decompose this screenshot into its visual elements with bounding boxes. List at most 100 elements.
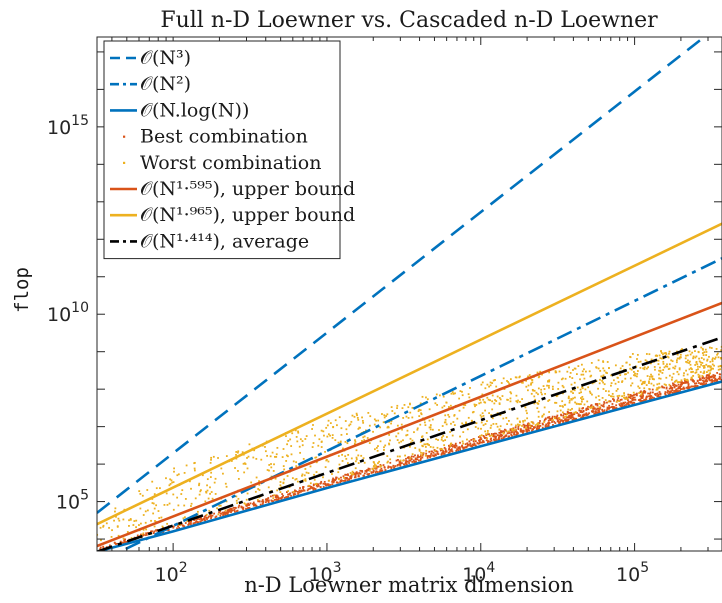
scatter-point — [506, 432, 509, 435]
scatter-point — [666, 365, 669, 368]
scatter-point — [326, 435, 329, 438]
scatter-point — [402, 417, 405, 419]
scatter-point — [152, 532, 155, 535]
scatter-point — [314, 456, 317, 459]
scatter-point — [546, 384, 548, 387]
scatter-point — [309, 465, 312, 468]
scatter-point — [472, 440, 475, 443]
scatter-point — [571, 377, 574, 379]
scatter-point — [709, 369, 712, 372]
scatter-point — [706, 358, 709, 361]
scatter-point — [598, 402, 601, 405]
scatter-point — [590, 362, 593, 364]
scatter-point — [652, 384, 655, 387]
scatter-point — [409, 403, 411, 406]
scatter-point — [479, 438, 482, 441]
scatter-point — [498, 431, 501, 434]
scatter-point — [482, 398, 485, 401]
scatter-point — [608, 394, 610, 397]
scatter-point — [570, 417, 572, 420]
scatter-point — [582, 410, 585, 412]
scatter-point — [351, 470, 354, 473]
scatter-point — [424, 446, 427, 448]
scatter-point — [514, 376, 517, 379]
scatter-point — [648, 382, 650, 384]
scatter-point — [713, 364, 715, 367]
scatter-point — [353, 473, 356, 476]
scatter-point — [643, 387, 646, 390]
scatter-point — [629, 401, 632, 404]
scatter-point — [505, 430, 508, 433]
scatter-point — [201, 474, 204, 477]
scatter-point — [419, 455, 422, 458]
scatter-point — [565, 416, 568, 419]
scatter-point — [193, 469, 196, 472]
scatter-point — [203, 515, 206, 518]
scatter-point — [482, 435, 485, 437]
scatter-point — [267, 501, 270, 504]
scatter-point — [450, 442, 453, 445]
scatter-point — [428, 419, 431, 422]
scatter-point — [269, 455, 272, 458]
scatter-point — [441, 425, 444, 427]
scatter-point — [703, 383, 706, 386]
scatter-point — [448, 447, 451, 450]
scatter-point — [662, 353, 664, 356]
plot-frame — [96, 36, 722, 552]
scatter-point — [482, 424, 485, 427]
scatter-point — [151, 530, 153, 533]
scatter-point — [592, 410, 594, 412]
scatter-point — [615, 400, 618, 403]
scatter-point — [610, 384, 612, 387]
scatter-point — [650, 397, 653, 400]
scatter-point — [176, 496, 179, 499]
scatter-point — [397, 459, 399, 461]
scatter-point — [533, 389, 536, 392]
scatter-point — [306, 489, 309, 492]
scatter-point — [229, 507, 232, 510]
scatter-point — [632, 401, 635, 404]
scatter-point — [303, 474, 306, 477]
scatter-point — [494, 432, 496, 435]
scatter-point — [379, 426, 382, 429]
scatter-point — [428, 426, 431, 429]
scatter-point — [339, 479, 342, 482]
scatter-point — [562, 377, 564, 380]
scatter-point — [580, 363, 583, 366]
scatter-point — [526, 417, 529, 420]
scatter-point — [625, 373, 627, 375]
scatter-point — [688, 368, 691, 371]
scatter-point — [225, 500, 228, 503]
scatter-point — [631, 394, 634, 397]
scatter-point — [294, 493, 297, 496]
scatter-point — [670, 390, 672, 393]
scatter-point — [532, 422, 535, 425]
scatter-point — [344, 473, 347, 476]
scatter-point — [561, 384, 564, 387]
scatter-point — [702, 365, 705, 367]
scatter-point — [170, 479, 173, 482]
scatter-point — [435, 454, 437, 457]
scatter-point — [572, 397, 575, 400]
scatter-point — [718, 376, 721, 378]
scatter-point — [172, 525, 175, 528]
scatter-point — [138, 490, 141, 493]
scatter-point — [345, 457, 348, 460]
scatter-point — [425, 396, 427, 399]
scatter-point — [451, 434, 454, 437]
scatter-point — [413, 461, 416, 464]
scatter-point — [553, 417, 556, 420]
scatter-point — [665, 387, 668, 390]
scatter-point — [562, 405, 564, 408]
scatter-point — [618, 400, 620, 402]
scatter-point — [538, 425, 541, 428]
scatter-point — [258, 483, 261, 486]
scatter-point — [285, 496, 288, 499]
scatter-point — [216, 507, 218, 510]
scatter-point — [188, 522, 190, 525]
scatter-point — [311, 486, 314, 489]
scatter-point — [648, 380, 650, 383]
scatter-point — [444, 449, 447, 452]
scatter-point — [431, 428, 434, 431]
